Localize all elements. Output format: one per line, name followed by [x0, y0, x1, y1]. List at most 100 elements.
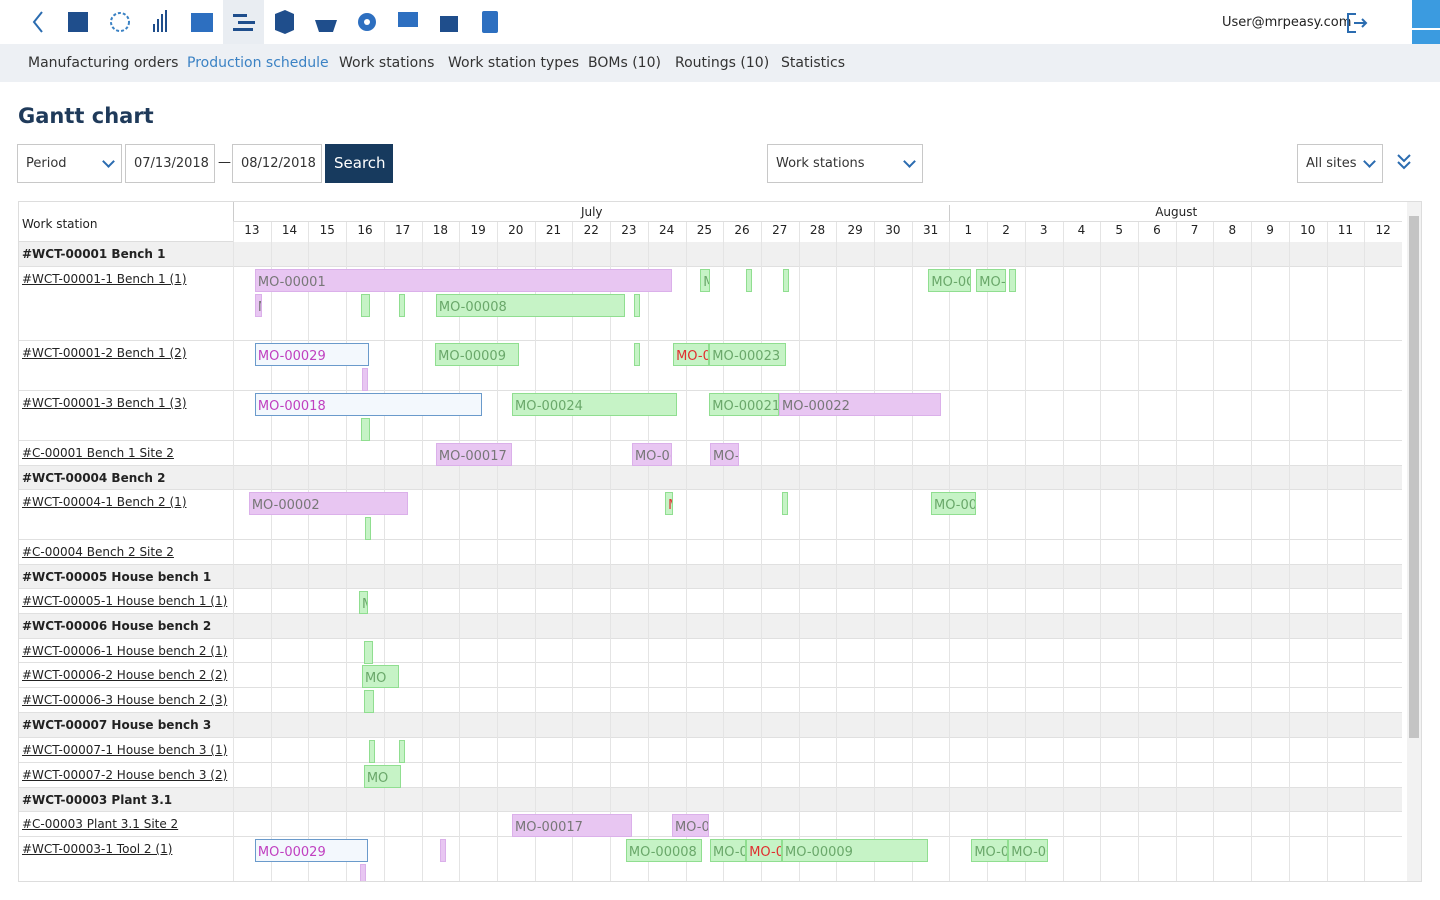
gantt-bar[interactable]: MO-00021	[709, 393, 780, 416]
nav-tab[interactable]: Work station types	[448, 55, 580, 71]
search-button[interactable]: Search	[325, 144, 393, 183]
day-label: 23	[621, 223, 637, 237]
date-from[interactable]: 07/13/2018	[125, 144, 215, 183]
gantt-bar[interactable]	[363, 641, 373, 664]
day-grid-line	[308, 222, 310, 881]
station-link[interactable]: #C-00001 Bench 1 Site 2	[22, 446, 174, 460]
gantt-bar[interactable]	[369, 740, 376, 763]
day-grid-line	[459, 222, 461, 881]
gantt-bar[interactable]: MO-0C	[928, 269, 972, 292]
day-label: 27	[772, 223, 788, 237]
station-link[interactable]: #C-00003 Plant 3.1 Site 2	[22, 817, 179, 831]
day-label: 20	[508, 223, 524, 237]
gantt-bar[interactable]: M	[358, 591, 368, 614]
period-select[interactable]: Period	[17, 144, 122, 183]
station-link[interactable]: #WCT-00007-1 House bench 3 (1)	[22, 743, 228, 757]
day-grid-line	[1138, 222, 1140, 881]
day-grid-line	[874, 222, 876, 881]
user-name[interactable]: User@mrpeasy.com	[1222, 15, 1352, 30]
day-label: 10	[1300, 223, 1316, 237]
station-link[interactable]: #C-00004 Bench 2 Site 2	[22, 545, 174, 559]
gantt-bar[interactable]	[1009, 269, 1017, 292]
gantt-bar[interactable]: MO	[361, 665, 399, 688]
station-link[interactable]: #WCT-00006-2 House bench 2 (2)	[22, 668, 228, 682]
gantt-bar[interactable]: MO-00001	[254, 269, 672, 292]
sites-select[interactable]: All sites	[1297, 144, 1383, 183]
help-button[interactable]	[1412, 0, 1440, 28]
day-grid-line	[1024, 222, 1026, 881]
station-link[interactable]: #WCT-00006-1 House bench 2 (1)	[22, 644, 228, 658]
gantt-bar[interactable]: MO-00018	[254, 393, 482, 416]
day-label: 25	[696, 223, 712, 237]
group-row-bg	[19, 466, 1402, 490]
group-select[interactable]: Work stations	[767, 144, 923, 183]
gantt-bar[interactable]	[361, 368, 368, 391]
gantt-bar[interactable]: M	[665, 492, 674, 515]
gantt-bar[interactable]: MO-0	[673, 343, 710, 366]
logout-icon[interactable]	[1344, 10, 1370, 36]
gantt-bar[interactable]: MO-0C	[1008, 839, 1049, 862]
station-link[interactable]: #WCT-00004-1 Bench 2 (1)	[22, 495, 187, 509]
nav-tab[interactable]: Statistics	[781, 55, 845, 71]
gantt-bar[interactable]: MO-0(	[671, 814, 710, 837]
gantt-bar[interactable]	[634, 343, 641, 366]
gantt-bar[interactable]: M	[254, 294, 263, 317]
station-link[interactable]: #WCT-00001-1 Bench 1 (1)	[22, 272, 187, 286]
gantt-bar[interactable]	[361, 294, 370, 317]
gantt-bar[interactable]: MO-00	[931, 492, 977, 515]
gantt-bar[interactable]: MO-00008	[625, 839, 703, 862]
gantt-bar[interactable]: MO-00022	[779, 393, 942, 416]
day-label: 30	[885, 223, 901, 237]
station-link[interactable]: #WCT-00007-2 House bench 3 (2)	[22, 768, 228, 782]
gantt-bar[interactable]: MO-00009	[782, 839, 928, 862]
expand-icon[interactable]	[1395, 152, 1415, 174]
gantt-bar[interactable]	[398, 294, 405, 317]
gantt-bar[interactable]	[439, 839, 446, 862]
station-link[interactable]: #WCT-00003-1 Tool 2 (1)	[22, 842, 173, 856]
nav-tab[interactable]: Routings (10)	[675, 55, 770, 71]
gantt-bar[interactable]: MO-00002	[248, 492, 408, 515]
gantt-bar[interactable]: MO-0	[710, 839, 747, 862]
gantt-bar[interactable]: MO-00017	[512, 814, 632, 837]
gantt-bar[interactable]: MO-0	[971, 839, 1009, 862]
gantt-bar[interactable]	[782, 492, 789, 515]
day-label: 2	[1002, 223, 1010, 237]
row-line	[19, 787, 1402, 788]
gantt-bar[interactable]: MO-00029	[254, 839, 368, 862]
gantt-bar[interactable]: MO-00023	[709, 343, 787, 366]
day-grid-line	[421, 222, 423, 881]
gantt-bar[interactable]: MO-00024	[512, 393, 678, 416]
gantt-bar[interactable]: MO-	[710, 443, 740, 466]
gantt-chart: Work station July August #WCT-00001 Bench 1…	[18, 201, 1422, 882]
nav-tab[interactable]: BOMs (10)	[588, 55, 661, 71]
gantt-bar[interactable]	[360, 864, 367, 881]
gantt-bar[interactable]	[783, 269, 790, 292]
gantt-bar[interactable]: MO-00029	[254, 343, 370, 366]
gantt-bar[interactable]	[398, 740, 405, 763]
gantt-bar[interactable]: MO-0(	[631, 443, 672, 466]
nav-tab[interactable]: Production schedule	[187, 55, 329, 71]
gantt-bar[interactable]: MO	[363, 765, 402, 788]
nav-tab[interactable]: Manufacturing orders	[28, 55, 179, 71]
gantt-bar[interactable]: MO-00017	[435, 443, 513, 466]
gantt-bar[interactable]: M	[700, 269, 711, 292]
gantt-bar[interactable]: MO-00008	[435, 294, 626, 317]
gantt-bar[interactable]	[746, 269, 753, 292]
gantt-bar[interactable]: MO-0	[746, 839, 783, 862]
station-link[interactable]: #WCT-00001-3 Bench 1 (3)	[22, 396, 187, 410]
date-to[interactable]: 08/12/2018	[232, 144, 322, 183]
group-label: #WCT-00004 Bench 2	[22, 471, 166, 485]
station-link[interactable]: #WCT-00001-2 Bench 1 (2)	[22, 346, 187, 360]
station-link[interactable]: #WCT-00006-3 House bench 2 (3)	[22, 693, 228, 707]
gantt-bar[interactable]: MO-(	[976, 269, 1007, 292]
gantt-bar[interactable]: MO-00009	[435, 343, 520, 366]
station-link[interactable]: #WCT-00005-1 House bench 1 (1)	[22, 594, 228, 608]
gantt-bar[interactable]	[364, 517, 371, 540]
gantt-bar[interactable]	[634, 294, 641, 317]
nav-tab[interactable]: Work stations	[339, 55, 435, 71]
gantt-bar[interactable]	[361, 418, 370, 441]
gantt-bar[interactable]	[363, 690, 375, 713]
scroll-thumb	[1409, 216, 1419, 738]
sites-label: All sites	[1306, 156, 1357, 171]
